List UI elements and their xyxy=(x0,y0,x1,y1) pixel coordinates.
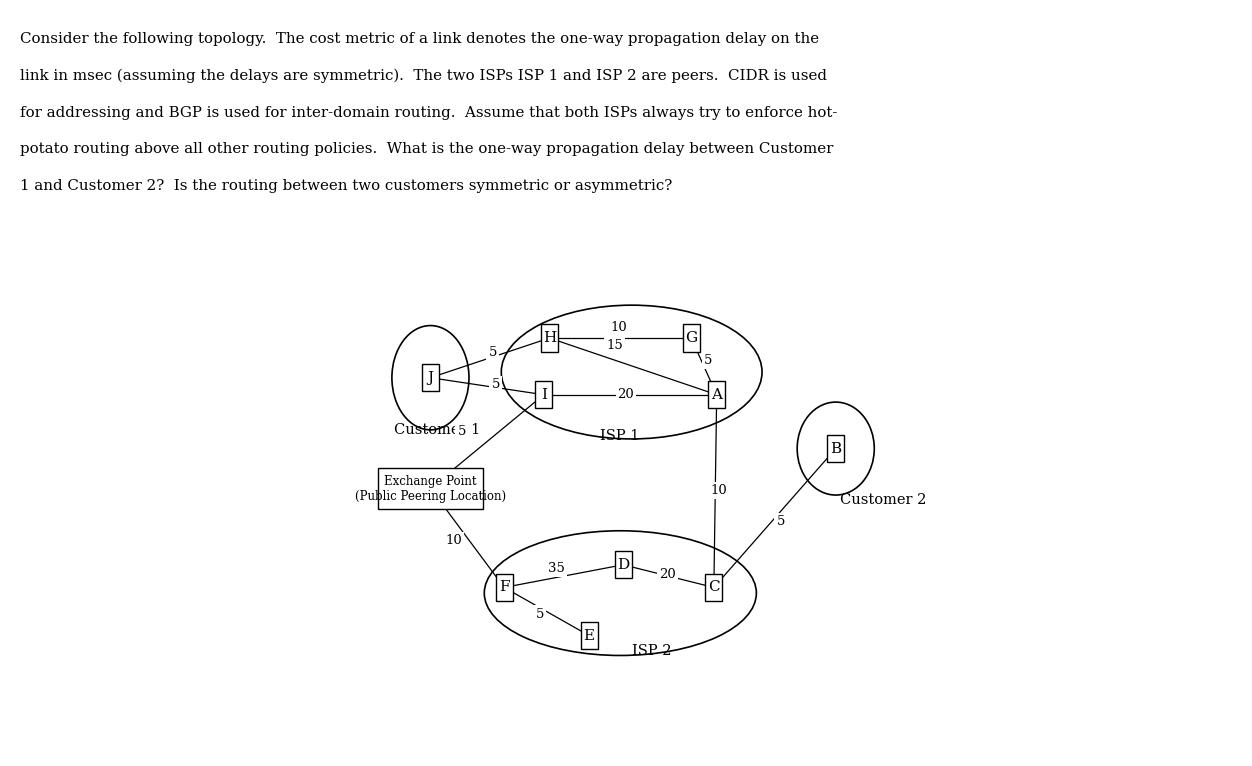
Text: ISP 1: ISP 1 xyxy=(601,429,640,443)
Text: B: B xyxy=(830,441,841,456)
Text: I: I xyxy=(541,388,547,401)
FancyBboxPatch shape xyxy=(705,574,722,601)
Text: 15: 15 xyxy=(606,339,623,352)
FancyBboxPatch shape xyxy=(581,622,597,650)
Text: 10: 10 xyxy=(611,321,627,334)
Text: 35: 35 xyxy=(548,562,566,575)
Text: Customer 2: Customer 2 xyxy=(840,493,926,507)
Text: F: F xyxy=(498,581,510,594)
Text: 10: 10 xyxy=(446,534,462,547)
Text: 20: 20 xyxy=(617,388,635,401)
Text: E: E xyxy=(583,629,595,643)
FancyBboxPatch shape xyxy=(422,364,439,391)
Text: 5: 5 xyxy=(704,354,712,367)
Text: 10: 10 xyxy=(711,484,727,497)
Text: 5: 5 xyxy=(488,345,497,358)
Text: for addressing and BGP is used for inter-domain routing.  Assume that both ISPs : for addressing and BGP is used for inter… xyxy=(20,106,838,119)
FancyBboxPatch shape xyxy=(541,325,558,352)
Text: (Public Peering Location): (Public Peering Location) xyxy=(354,490,506,503)
FancyBboxPatch shape xyxy=(496,574,512,601)
Text: potato routing above all other routing policies.  What is the one-way propagatio: potato routing above all other routing p… xyxy=(20,142,834,156)
Text: Consider the following topology.  The cost metric of a link denotes the one-way : Consider the following topology. The cos… xyxy=(20,32,819,46)
FancyBboxPatch shape xyxy=(709,381,725,408)
Text: 5: 5 xyxy=(457,425,466,438)
Text: C: C xyxy=(709,581,720,594)
FancyBboxPatch shape xyxy=(682,325,700,352)
Text: Exchange Point: Exchange Point xyxy=(384,475,477,488)
Text: H: H xyxy=(543,331,556,345)
Text: ISP 2: ISP 2 xyxy=(632,644,671,659)
Text: 1 and Customer 2?  Is the routing between two customers symmetric or asymmetric?: 1 and Customer 2? Is the routing between… xyxy=(20,179,672,193)
Text: J: J xyxy=(427,371,433,385)
Text: Customer 1: Customer 1 xyxy=(393,424,480,437)
Text: 5: 5 xyxy=(536,607,545,620)
Text: link in msec (assuming the delays are symmetric).  The two ISPs ISP 1 and ISP 2 : link in msec (assuming the delays are sy… xyxy=(20,69,828,83)
Text: D: D xyxy=(617,558,630,571)
Text: G: G xyxy=(685,331,697,345)
Text: 5: 5 xyxy=(776,515,785,528)
FancyBboxPatch shape xyxy=(536,381,552,408)
Text: A: A xyxy=(711,388,722,401)
Text: 5: 5 xyxy=(492,378,500,391)
Text: 20: 20 xyxy=(659,568,676,581)
FancyBboxPatch shape xyxy=(378,468,483,509)
FancyBboxPatch shape xyxy=(615,552,632,578)
FancyBboxPatch shape xyxy=(828,435,844,462)
